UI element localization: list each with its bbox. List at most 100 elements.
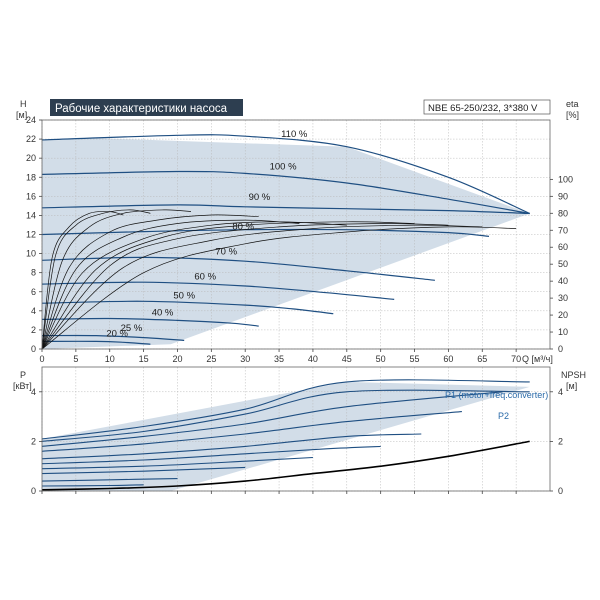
speed-label: 70 % [215,247,237,258]
power-curve [41,433,422,460]
x-tick-label: 25 [206,354,216,364]
x-tick-label: 50 [376,354,386,364]
pump-model: NBE 65-250/232, 3*380 V [428,103,538,114]
speed-label: 25 % [121,323,143,334]
efficiency-curve [41,210,124,350]
speed-label: 80 % [232,222,254,233]
power-curve [41,466,246,475]
efficiency-curve [41,226,517,350]
y2-tick-label: 0 [558,486,563,496]
x-tick-label: 40 [308,354,318,364]
y2-tick-label: 40 [558,276,568,286]
power-curve [41,484,144,487]
efficiency-curve [41,224,483,350]
head-curve [41,317,259,327]
head-curve [41,256,435,281]
bottom-axes: 0 2 4 0 2 4 [31,366,563,496]
y-axis-title-bottom: P [20,370,26,380]
x-tick-label: 20 [172,354,182,364]
efficiency-curve [41,221,415,350]
x-tick-label: 10 [105,354,115,364]
y-tick-label: 10 [26,249,36,259]
y2-tick-label: 60 [558,242,568,252]
y-tick-label: 2 [31,436,36,446]
y-tick-label: 6 [31,287,36,297]
efficiency-curve [41,219,300,350]
y2-tick-label: 20 [558,310,568,320]
y-tick-label: 18 [26,172,36,182]
x-tick-label: 60 [443,354,453,364]
top-axes: 0246810121416182022240102030405060708090… [26,115,573,364]
speed-label: 40 % [152,308,174,319]
efficiency-curve [41,209,192,350]
y2-tick-label: 2 [558,436,563,446]
y2-axis-title-bottom: NPSH [561,370,586,380]
y2-axis-title-top: eta [566,99,579,109]
power-curve-named [41,389,530,442]
y2-tick-label: 90 [558,191,568,201]
speed-label: 100 % [270,162,297,173]
y-axis-unit-top: [м] [16,110,27,120]
y2-axis-unit-bottom: [м] [566,381,577,391]
x-axis-title: Q [м³/ч] [522,354,553,364]
top-operating-area [42,138,530,349]
y-tick-label: 24 [26,115,36,125]
y-tick-label: 8 [31,268,36,278]
y2-axis-unit-top: [%] [566,110,579,120]
head-curve [41,300,334,315]
head-curve [41,334,185,341]
y2-tick-label: 70 [558,225,568,235]
power-operating-area [42,381,530,491]
top-grid [41,119,550,350]
power-curve [41,391,503,447]
x-tick-label: 70 [511,354,521,364]
speed-label: 20 % [106,329,128,340]
speed-label: 90 % [249,192,271,203]
head-curve [41,170,530,215]
efficiency-curve [41,223,449,350]
y-tick-label: 4 [31,306,36,316]
y-axis-title-top: H [20,99,27,109]
y2-tick-label: 10 [558,327,568,337]
y-tick-label: 2 [31,325,36,335]
title-bar [50,99,243,116]
y2-tick-label: 50 [558,259,568,269]
speed-label: 110 % [281,129,308,140]
y-axis-unit-bottom: [кВт] [13,381,32,391]
legend-p2: P2 [498,411,509,421]
power-curve [41,411,462,452]
speed-label: 60 % [194,271,216,282]
head-curve [41,134,530,215]
power-curve [41,445,381,465]
y-tick-label: 16 [26,191,36,201]
top-eta-curves [41,209,517,350]
model-box [423,99,551,115]
bottom-operating-area [42,381,530,491]
head-curve [41,340,151,345]
head-curve [41,228,490,237]
power-curve [41,478,178,482]
operating-area [42,138,530,349]
head-curve [41,204,530,215]
speed-label: 50 % [173,290,195,301]
npsh-curve [41,440,530,491]
y-tick-label: 12 [26,230,36,240]
efficiency-curve [41,209,151,350]
y2-tick-label: 80 [558,208,568,218]
y2-tick-label: 100 [558,174,573,184]
y2-tick-label: 4 [558,387,563,397]
x-tick-label: 55 [410,354,420,364]
power-curve [41,456,313,470]
y-tick-label: 22 [26,134,36,144]
y-tick-label: 20 [26,153,36,163]
x-tick-label: 0 [39,354,44,364]
y-tick-label: 14 [26,210,36,220]
chart-title: Рабочие характеристики насоса [55,103,228,115]
y-tick-label: 0 [31,486,36,496]
bottom-power-curves [41,379,530,491]
efficiency-curve [41,214,259,350]
x-tick-label: 65 [477,354,487,364]
y-tick-label: 4 [31,387,36,397]
plot-frame-bottom [41,366,551,492]
